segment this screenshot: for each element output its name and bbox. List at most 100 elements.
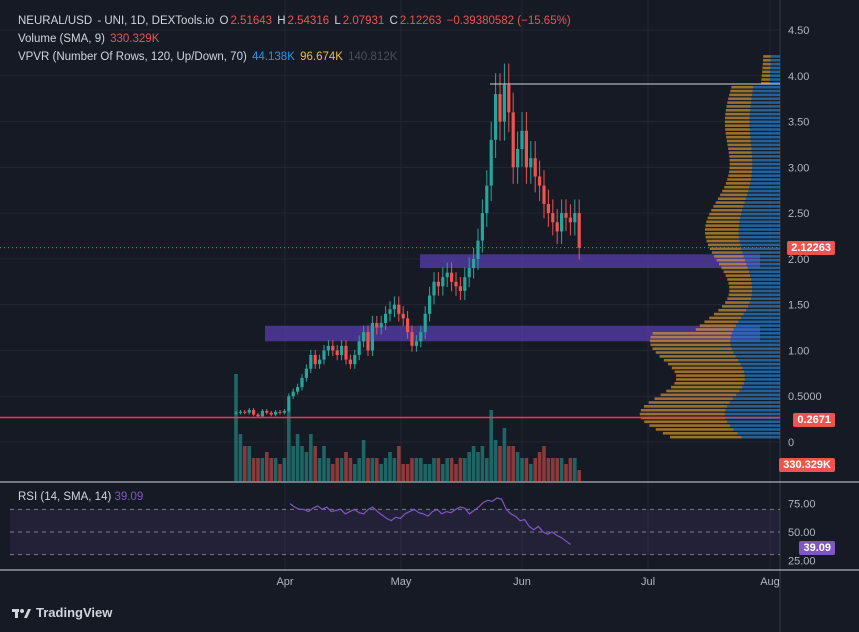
vp-down-bar bbox=[725, 128, 750, 131]
vp-down-bar bbox=[650, 335, 731, 339]
volume-bar bbox=[300, 446, 304, 482]
vp-down-bar bbox=[671, 366, 743, 370]
vp-up-bar bbox=[742, 366, 780, 370]
vp-down-bar bbox=[724, 185, 750, 189]
tradingview-logo[interactable]: TradingView bbox=[12, 605, 112, 620]
volume-bar bbox=[260, 458, 265, 482]
volume-bar bbox=[537, 452, 542, 482]
vp-down-bar bbox=[709, 316, 742, 320]
close-label: C bbox=[389, 15, 398, 27]
volume-bar bbox=[247, 446, 251, 482]
vp-down-bar bbox=[762, 70, 771, 74]
volume-bar bbox=[361, 440, 366, 482]
vp-down-bar bbox=[761, 74, 770, 77]
vp-up-bar bbox=[750, 178, 780, 181]
volume-bar bbox=[485, 458, 489, 482]
volume-legend[interactable]: Volume (SMA, 9) 330.329K bbox=[18, 33, 161, 45]
vp-up-bar bbox=[752, 89, 780, 93]
vp-up-bar bbox=[749, 301, 780, 304]
vp-up-bar bbox=[730, 339, 780, 343]
volume-bar bbox=[353, 464, 357, 482]
vp-down-bar bbox=[705, 232, 739, 235]
vp-up-bar bbox=[750, 139, 780, 143]
vp-down-bar bbox=[725, 112, 750, 116]
rsi-value: 39.09 bbox=[114, 491, 144, 503]
vp-down-bar bbox=[654, 397, 733, 400]
rsi-line bbox=[289, 497, 571, 545]
vpvr-down-value: 96.674K bbox=[300, 51, 343, 63]
volume-bar bbox=[524, 458, 529, 482]
vp-down-bar bbox=[652, 347, 732, 350]
candle-body bbox=[344, 345, 348, 360]
price-tick-label: 1.00 bbox=[788, 345, 809, 357]
vp-up-bar bbox=[750, 132, 780, 135]
vp-down-bar bbox=[676, 374, 745, 377]
volume-label: Volume (SMA, 9) bbox=[18, 33, 105, 45]
candle-body bbox=[335, 350, 339, 356]
vp-down-bar bbox=[676, 378, 745, 381]
vp-up-bar bbox=[743, 255, 780, 258]
vpvr-legend[interactable]: VPVR (Number Of Rows, 120, Up/Down, 70) … bbox=[18, 51, 399, 63]
volume-bar bbox=[392, 458, 397, 482]
vp-up-bar bbox=[739, 235, 780, 239]
volume-bar bbox=[344, 452, 348, 482]
vpvr-label: VPVR (Number Of Rows, 120, Up/Down, 70) bbox=[18, 51, 247, 63]
vp-up-bar bbox=[752, 93, 780, 97]
vp-down-bar bbox=[719, 262, 747, 266]
vp-down-bar bbox=[711, 251, 743, 254]
candle-body bbox=[388, 309, 392, 314]
high-value: 2.54316 bbox=[287, 15, 330, 27]
candle-body bbox=[476, 240, 480, 259]
last-price-tag: 2.12263 bbox=[787, 241, 835, 255]
candle-body bbox=[533, 158, 537, 177]
vp-up-bar bbox=[743, 205, 780, 208]
volume-bar bbox=[326, 458, 331, 482]
rsi-legend[interactable]: RSI (14, SMA, 14) 39.09 bbox=[18, 491, 143, 503]
low-value: 2.07931 bbox=[342, 15, 385, 27]
vp-down-bar bbox=[729, 166, 753, 170]
vp-down-bar bbox=[729, 289, 753, 293]
vp-up-bar bbox=[742, 208, 780, 212]
time-tick-label: May bbox=[391, 576, 412, 588]
rsi-tick-label: 50.00 bbox=[788, 527, 816, 539]
candle-body bbox=[392, 304, 396, 310]
vp-up-bar bbox=[770, 70, 780, 74]
vp-up-bar bbox=[749, 185, 780, 189]
vp-up-bar bbox=[738, 232, 780, 235]
volume-bar bbox=[339, 458, 344, 482]
vp-down-bar bbox=[674, 370, 745, 374]
volume-bar bbox=[273, 458, 278, 482]
volume-bar bbox=[309, 434, 313, 482]
candle-body bbox=[441, 277, 445, 287]
volume-bar bbox=[295, 434, 300, 482]
symbol-label[interactable]: NEURAL/USD bbox=[18, 15, 93, 27]
volume-bar bbox=[515, 452, 520, 482]
candle-body bbox=[414, 341, 418, 346]
vp-up-bar bbox=[744, 374, 780, 377]
candle-body bbox=[450, 272, 454, 282]
candle-body bbox=[313, 355, 317, 365]
candle-body bbox=[326, 345, 330, 351]
candle-body bbox=[564, 213, 568, 218]
vp-down-bar bbox=[727, 178, 751, 181]
vp-up-bar bbox=[738, 358, 780, 362]
volume-bar bbox=[498, 446, 502, 482]
vp-down-bar bbox=[707, 216, 741, 220]
vp-up-bar bbox=[750, 108, 780, 112]
candle-body bbox=[511, 112, 515, 168]
vp-up-bar bbox=[730, 335, 780, 339]
vp-down-bar bbox=[723, 270, 749, 274]
volume-bar bbox=[458, 458, 463, 482]
candle-body bbox=[419, 332, 423, 342]
low-label: L bbox=[334, 15, 341, 27]
price-tick-label: 0.5000 bbox=[788, 391, 822, 403]
volume-bar bbox=[265, 452, 269, 482]
candle-body bbox=[300, 377, 304, 388]
vp-up-bar bbox=[727, 420, 780, 424]
vp-up-bar bbox=[770, 62, 780, 66]
vp-up-bar bbox=[738, 224, 780, 227]
vp-down-bar bbox=[670, 435, 742, 439]
vp-up-bar bbox=[741, 212, 780, 216]
vp-down-bar bbox=[726, 139, 751, 143]
